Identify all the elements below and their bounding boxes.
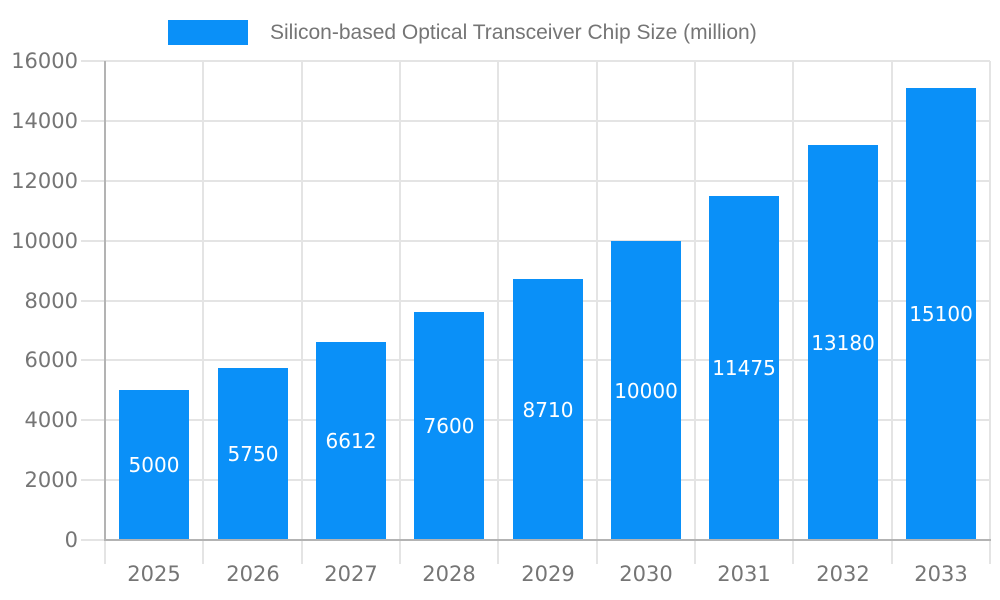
x-axis-tick-label: 2025	[127, 562, 181, 586]
x-axis-tick-label: 2030	[619, 562, 673, 586]
y-gridline	[81, 240, 990, 242]
bar-value-label: 5750	[227, 442, 279, 466]
bar-2028	[414, 312, 484, 540]
bar-value-label: 8710	[522, 398, 574, 422]
legend-label: Silicon-based Optical Transceiver Chip S…	[270, 21, 757, 44]
x-axis-tick-label: 2029	[521, 562, 575, 586]
y-axis-tick-label: 12000	[11, 169, 78, 193]
y-axis-tick-label: 0	[64, 528, 78, 552]
bar-value-label: 7600	[423, 414, 475, 438]
x-gridline	[596, 61, 598, 564]
x-axis-tick-label: 2027	[324, 562, 378, 586]
x-gridline	[399, 61, 401, 564]
bar-value-label: 10000	[614, 379, 678, 403]
bar-value-label: 6612	[325, 429, 377, 453]
x-axis-line	[104, 539, 991, 541]
x-axis-tick-label: 2026	[226, 562, 280, 586]
bar-2030	[611, 241, 681, 540]
x-axis-tick-label: 2028	[422, 562, 476, 586]
bar-2025	[119, 390, 189, 540]
legend-swatch	[168, 20, 248, 45]
x-gridline	[989, 61, 991, 564]
x-gridline	[202, 61, 204, 564]
x-gridline	[891, 61, 893, 564]
bar-value-label: 15100	[909, 302, 973, 326]
y-axis-tick-label: 4000	[24, 408, 78, 432]
bar-2033	[906, 88, 976, 540]
bar-value-label: 11475	[712, 356, 776, 380]
y-axis-tick-label: 14000	[11, 109, 78, 133]
y-gridline	[81, 180, 990, 182]
bar-value-label: 5000	[128, 453, 180, 477]
x-gridline	[694, 61, 696, 564]
y-axis-tick-label: 6000	[24, 348, 78, 372]
y-axis-tick-label: 8000	[24, 289, 78, 313]
bar-value-label: 13180	[811, 331, 875, 355]
y-gridline	[81, 120, 990, 122]
bar-2031	[709, 196, 779, 540]
y-gridline	[81, 60, 990, 62]
bar-2029	[513, 279, 583, 540]
bar-2027	[316, 342, 386, 540]
y-axis-tick-label: 10000	[11, 229, 78, 253]
x-axis-tick-label: 2032	[816, 562, 870, 586]
x-axis-tick-label: 2031	[717, 562, 771, 586]
x-gridline	[792, 61, 794, 564]
bar-2026	[218, 368, 288, 540]
y-axis-line	[104, 61, 106, 540]
x-gridline	[497, 61, 499, 564]
bar-2032	[808, 145, 878, 540]
x-axis-tick-label: 2033	[914, 562, 968, 586]
y-axis-tick-label: 16000	[11, 49, 78, 73]
y-axis-tick-label: 2000	[24, 468, 78, 492]
x-gridline	[301, 61, 303, 564]
